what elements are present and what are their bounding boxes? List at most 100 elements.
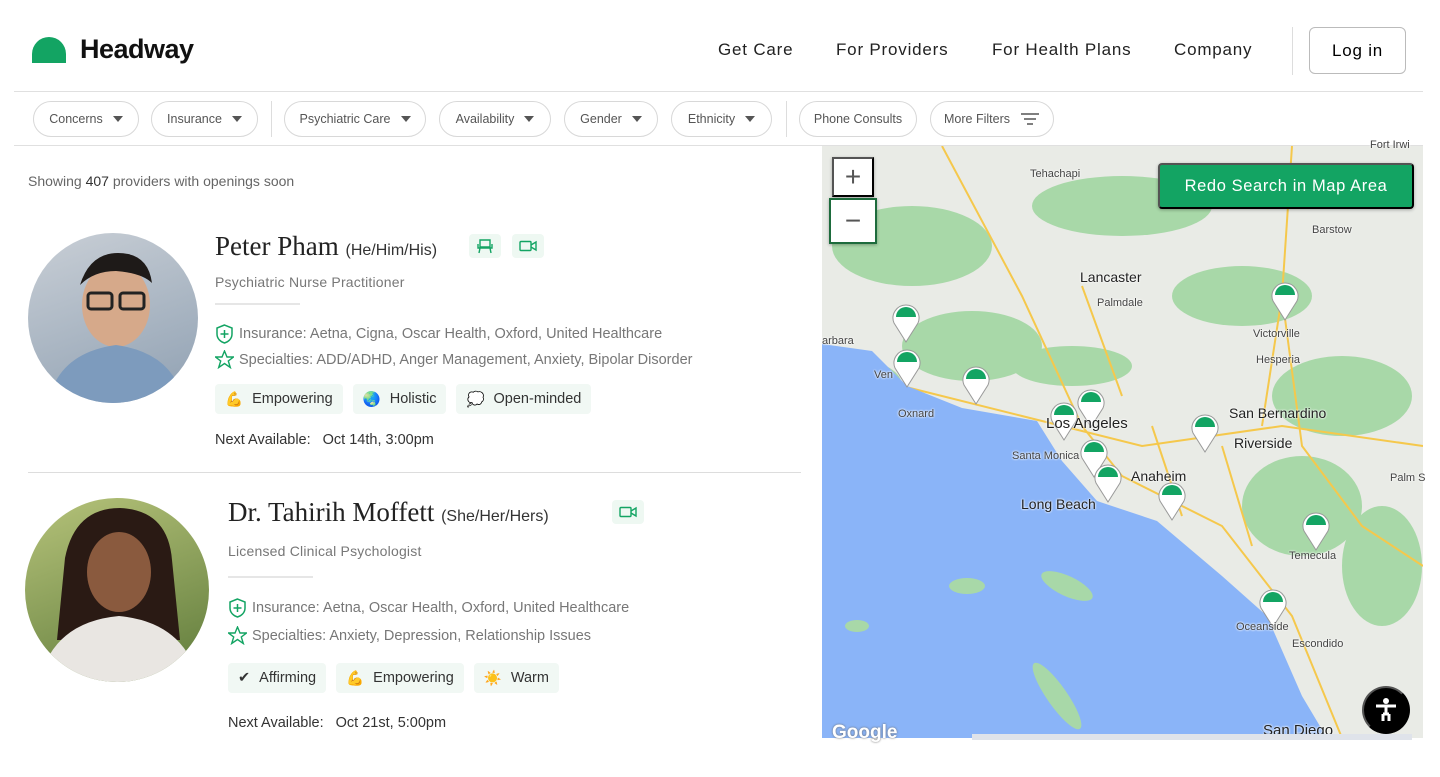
filter-divider <box>271 101 272 137</box>
map-label: Los Angeles <box>1046 415 1128 432</box>
provider-portrait <box>48 253 184 403</box>
thought-bubble-icon: 💭 <box>466 391 485 408</box>
filter-label: Concerns <box>49 112 103 126</box>
filter-lines-icon <box>1020 113 1039 125</box>
provider-pin-icon[interactable] <box>1301 509 1331 551</box>
caret-down-icon <box>631 116 642 122</box>
video-icon <box>619 506 637 518</box>
provider-pin-icon[interactable] <box>1079 436 1109 478</box>
map-label: Santa Monica <box>1012 450 1080 462</box>
map-label: Oxnard <box>898 408 935 420</box>
filter-phone-consults[interactable]: Phone Consults <box>799 101 917 137</box>
map-label: Long Beach <box>1021 496 1096 512</box>
tag-holistic: 🌏 Holistic <box>352 384 447 414</box>
map-label: Escondido <box>1292 638 1344 650</box>
tag-empowering: 💪 Empowering <box>215 384 343 414</box>
map-label: Victorville <box>1253 328 1300 340</box>
provider-insurance: Insurance: Aetna, Cigna, Oscar Health, O… <box>215 324 662 344</box>
redo-search-button[interactable]: Redo Search in Map Area <box>1158 163 1414 209</box>
filter-divider-line <box>14 145 1423 146</box>
nav-for-providers[interactable]: For Providers <box>836 40 949 59</box>
provider-photo[interactable] <box>28 233 198 403</box>
accessibility-button[interactable] <box>1362 686 1410 734</box>
provider-pin-icon[interactable] <box>1049 399 1079 441</box>
map-label: Ven <box>874 369 893 381</box>
provider-pin-icon[interactable] <box>1076 386 1106 428</box>
map-zoom-in-button[interactable]: + <box>832 157 874 197</box>
map-label: Temecula <box>1289 550 1337 562</box>
filter-psychiatric-care[interactable]: Psychiatric Care <box>284 101 426 137</box>
provider-pin-icon[interactable] <box>1093 461 1123 503</box>
map-label: San Bernardino <box>1229 405 1327 421</box>
next-available: Next Available: Oct 14th, 3:00pm <box>215 432 434 448</box>
video-badge <box>612 500 644 524</box>
ocean <box>822 344 1327 738</box>
provider-photo[interactable] <box>25 498 209 682</box>
filter-label: More Filters <box>944 112 1010 126</box>
highways <box>901 146 1423 738</box>
map-label: Barstow <box>1312 224 1352 236</box>
map-label: Oceanside <box>1236 621 1289 633</box>
filter-insurance[interactable]: Insurance <box>151 101 258 137</box>
map-label: Tehachapi <box>1030 168 1081 180</box>
map-label: Fort Irwi <box>1370 139 1410 151</box>
headway-logo[interactable]: Headway <box>32 34 194 65</box>
next-available: Next Available: Oct 21st, 5:00pm <box>228 715 447 731</box>
nav-for-health-plans[interactable]: For Health Plans <box>992 40 1132 59</box>
provider-specialties: Specialties: Anxiety, Depression, Relati… <box>228 626 591 645</box>
filter-label: Gender <box>580 112 622 126</box>
header: Headway Get Care For Providers For Healt… <box>0 0 1440 92</box>
header-divider <box>14 91 1423 92</box>
chair-icon <box>477 239 493 254</box>
flexed-arm-icon: 💪 <box>225 391 244 408</box>
provider-name[interactable]: Peter Pham (He/Him/His) <box>215 231 438 261</box>
caret-down-icon <box>745 116 756 122</box>
caret-down-icon <box>112 116 123 122</box>
star-icon <box>228 626 247 645</box>
globe-icon: 🌏 <box>362 391 381 408</box>
provider-pin-icon[interactable] <box>961 363 991 405</box>
shield-plus-icon <box>216 324 233 344</box>
filter-label: Insurance <box>167 112 222 126</box>
map-label: arbara <box>822 335 854 347</box>
provider-divider <box>28 472 801 473</box>
filter-ethnicity[interactable]: Ethnicity <box>671 101 772 137</box>
accessibility-icon <box>1376 698 1396 721</box>
video-icon <box>519 240 537 252</box>
provider-title: Psychiatric Nurse Practitioner <box>215 274 405 290</box>
nav-company[interactable]: Company <box>1174 40 1253 59</box>
results-count: Showing 407 providers with openings soon <box>28 173 295 189</box>
provider-pin-icon[interactable] <box>892 346 922 388</box>
caret-down-icon <box>231 116 242 122</box>
map-label: Hesperia <box>1256 354 1301 366</box>
filter-label: Phone Consults <box>813 112 903 126</box>
filter-availability[interactable]: Availability <box>439 101 551 137</box>
tag-empowering: 💪 Empowering <box>336 663 464 693</box>
filter-label: Availability <box>455 112 515 126</box>
separator <box>228 576 313 578</box>
tag-warm: ☀️ Warm <box>473 663 559 693</box>
star-icon <box>215 350 234 369</box>
map-attribution[interactable] <box>972 734 1412 740</box>
provider-pin-icon[interactable] <box>1190 411 1220 453</box>
filter-gender[interactable]: Gender <box>564 101 658 137</box>
filter-concerns[interactable]: Concerns <box>33 101 139 137</box>
google-logo: Google <box>832 722 898 743</box>
nav-get-care[interactable]: Get Care <box>718 40 794 59</box>
in-person-badge <box>469 234 501 258</box>
sun-icon: ☀️ <box>483 670 502 687</box>
filter-more-filters[interactable]: More Filters <box>930 101 1054 137</box>
map-label: Palm S <box>1390 472 1426 484</box>
provider-tags: 💪 Empowering 🌏 Holistic 💭 Open-minded <box>215 384 592 414</box>
provider-pin-icon[interactable] <box>1270 279 1300 321</box>
login-button[interactable]: Log in <box>1309 27 1406 74</box>
filter-label: Psychiatric Care <box>299 112 391 126</box>
map-label: Lancaster <box>1080 269 1142 285</box>
provider-name[interactable]: Dr. Tahirih Moffett (She/Her/Hers) <box>228 497 549 527</box>
map-zoom-out-button[interactable]: − <box>829 198 877 244</box>
provider-pin-icon[interactable] <box>1258 586 1288 628</box>
provider-pin-icon[interactable] <box>891 301 921 343</box>
provider-pin-icon[interactable] <box>1157 479 1187 521</box>
filter-label: Ethnicity <box>687 112 736 126</box>
tag-affirming: ✔ Affirming <box>228 663 327 693</box>
